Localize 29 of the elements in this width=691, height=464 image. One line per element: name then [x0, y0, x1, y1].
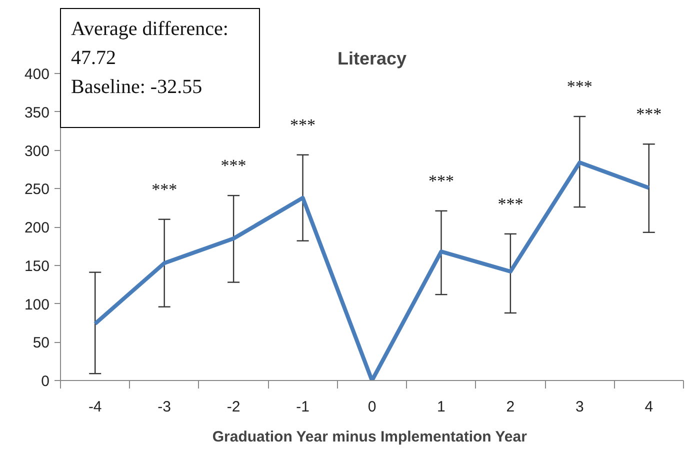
y-tick-label: 0 — [41, 373, 50, 390]
y-tick-label: 200 — [24, 220, 50, 236]
annotation: Average difference: 47.72 Baseline: -32.55 — [71, 17, 228, 100]
annotation: *** — [152, 180, 178, 199]
annotation: *** — [498, 194, 524, 214]
annotation: *** — [636, 104, 662, 124]
line-series — [93, 160, 651, 380]
annotation: *** — [428, 171, 454, 190]
y-tick-label: 50 — [32, 334, 50, 352]
x-tick-label: 1 — [437, 398, 446, 416]
x-tick-label: 4 — [644, 398, 654, 416]
x-tick-label: -4 — [88, 398, 102, 416]
annotation: *** — [290, 115, 316, 134]
y-tick-label: 150 — [24, 258, 50, 275]
x-tick-label: 0 — [368, 398, 376, 416]
y-tick-label: 400 — [24, 66, 50, 83]
y-tick-label: 250 — [24, 181, 50, 198]
chart-title: Literacy — [337, 48, 407, 68]
x-tick-label: 2 — [506, 398, 515, 416]
x-tick-label: -2 — [226, 398, 240, 416]
annotation: *** — [566, 76, 592, 96]
y-tick-label: 350 — [24, 104, 50, 122]
x-tick-label: -3 — [158, 398, 172, 416]
y-tick-label: 300 — [24, 142, 50, 160]
y-tick-label: 100 — [24, 296, 50, 314]
x-tick-label: -1 — [296, 398, 310, 416]
annotation: *** — [220, 156, 246, 176]
x-tick-label: 3 — [575, 398, 584, 416]
x-axis-title: Graduation Year minus Implementation Year — [212, 428, 528, 446]
